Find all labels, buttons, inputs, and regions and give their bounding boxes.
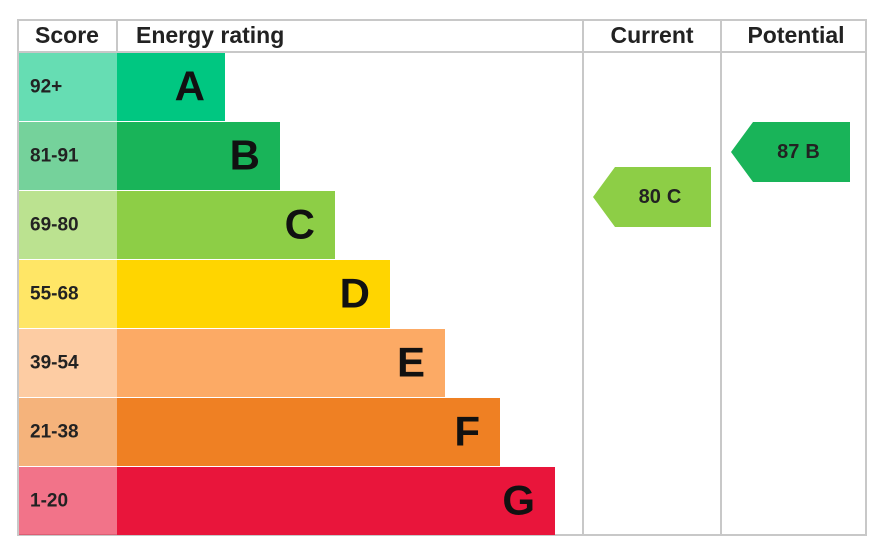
potential-rating: B (805, 141, 819, 163)
rating-bar (117, 260, 390, 328)
score-cell (19, 260, 117, 328)
score-range: 39-54 (30, 353, 79, 374)
header-current: Current (610, 22, 693, 48)
score-cell (19, 398, 117, 466)
score-range: 55-68 (30, 284, 79, 305)
rating-bar (117, 122, 280, 190)
rating-bar (117, 467, 555, 535)
rating-letter: C (285, 201, 315, 248)
score-range: 69-80 (30, 215, 79, 236)
rating-bar (117, 53, 225, 121)
score-range: 21-38 (30, 422, 79, 443)
header-potential: Potential (747, 22, 844, 48)
score-cell (19, 53, 117, 121)
rating-letter: E (397, 339, 425, 386)
score-cell (19, 329, 117, 397)
rating-letter: F (454, 408, 480, 455)
rating-letter: D (340, 270, 370, 317)
potential-arrow (731, 122, 850, 182)
score-cell (19, 191, 117, 259)
current-label: 80 C (639, 186, 682, 208)
header-rating: Energy rating (136, 22, 284, 48)
header-score: Score (35, 22, 99, 48)
score-range: 81-91 (30, 146, 79, 167)
current-arrow (593, 167, 711, 227)
score-range: 1-20 (30, 491, 68, 512)
current-score: 80 (639, 186, 661, 208)
rating-letter: G (502, 477, 535, 524)
rating-bar (117, 398, 500, 466)
score-cell (19, 467, 117, 535)
score-range: 92+ (30, 77, 62, 98)
rating-letter: B (230, 132, 260, 179)
rating-letter: A (175, 63, 205, 110)
rating-bar (117, 329, 445, 397)
current-rating: C (667, 186, 681, 208)
rating-bar (117, 191, 335, 259)
score-cell (19, 122, 117, 190)
potential-score: 87 (777, 141, 799, 163)
potential-label: 87 B (777, 141, 820, 163)
